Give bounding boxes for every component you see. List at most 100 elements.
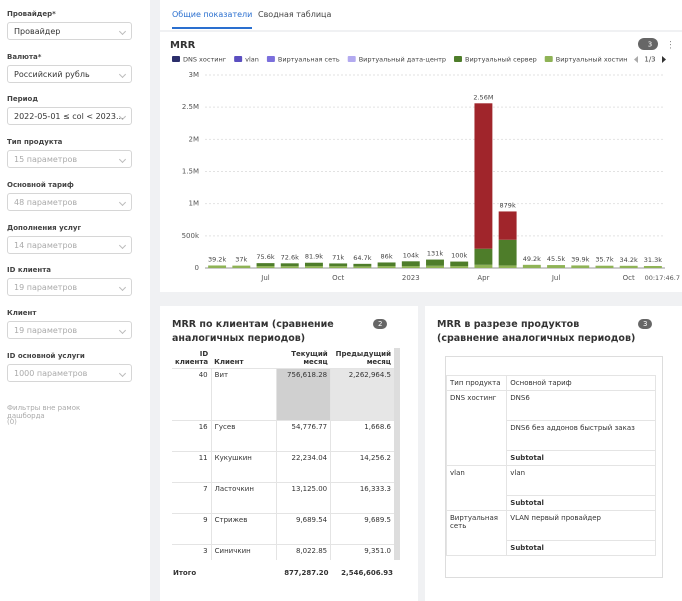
table-cell: 54,776.77 xyxy=(276,420,331,452)
filter-input[interactable]: 1000 параметров xyxy=(7,363,132,382)
table-cell: 22,234.04 xyxy=(276,451,331,483)
filter-input[interactable]: 2022-05-01 ≤ col < 2023... xyxy=(7,107,132,126)
bar-segment xyxy=(208,265,227,268)
legend-label: Виртуальный дата-центр xyxy=(359,56,446,64)
chart-title: MRR xyxy=(170,40,196,51)
menu[interactable]: ⋮ xyxy=(666,41,675,51)
table-cell: 3 xyxy=(172,544,212,560)
tab[interactable]: Сводная таблица xyxy=(258,10,332,19)
bar-total-label: 100k xyxy=(451,252,467,260)
table-cell: 9,689.5 xyxy=(330,513,394,545)
column-header[interactable]: Предыдущий месяц xyxy=(330,348,394,369)
filter-input[interactable]: Провайдер xyxy=(7,22,132,40)
badge: 3 xyxy=(648,41,652,49)
table-scroll: ID клиента Клиент Текущий месяц Предыдущий … xyxy=(172,348,400,560)
filter-label: Провайдер* xyxy=(7,10,56,18)
pivot-header-cell: Тип продукта xyxy=(446,375,508,391)
bar-total-label: 37k xyxy=(235,256,247,264)
bar-total-label: 81.9k xyxy=(305,253,323,261)
legend-swatch xyxy=(172,56,180,62)
filter-label: Клиент xyxy=(7,308,37,317)
table-row: 16 Гусев 54,776.77 1,668.6 xyxy=(172,420,394,452)
column-header[interactable]: ID клиента xyxy=(172,348,212,369)
bar-total-label: 34.2k xyxy=(620,256,638,264)
column-header[interactable]: Текущий месяц xyxy=(276,348,331,369)
pivot-item: vlan xyxy=(506,465,656,496)
sidebar: Провайдер* Провайдер Валюта* Российский руб… xyxy=(0,0,150,601)
table-cell: 756,618.28 xyxy=(276,368,331,421)
bar-segment xyxy=(426,259,444,266)
table-cell: 16 xyxy=(172,420,212,452)
bar-segment xyxy=(498,211,517,240)
table-cell: 7 xyxy=(172,482,212,514)
bar-segment xyxy=(256,263,275,267)
table-cell: 9,351.0 xyxy=(330,544,394,560)
bar-segment xyxy=(571,265,590,268)
y-tick-label: 3M xyxy=(189,71,200,79)
legend-swatch xyxy=(234,56,243,62)
pivot-group: DNS хостинг xyxy=(446,390,508,466)
bar-segment xyxy=(474,103,493,249)
y-tick-label: 2.5M xyxy=(182,103,199,111)
filter-label: ID клиента xyxy=(7,266,51,275)
table-cell: Кукушкин xyxy=(210,451,277,483)
filter-label: Валюта* xyxy=(7,52,42,61)
pivot-header: Тип продукта Основной тариф xyxy=(446,375,656,391)
table-row: 40 Вит 756,618.28 2,262,964.5 xyxy=(172,368,394,421)
legend-swatch xyxy=(266,56,275,62)
legend-page: 1/3 xyxy=(644,56,655,64)
table-cell: 16,333.3 xyxy=(330,482,394,514)
bar-segment xyxy=(474,248,493,265)
filter-label: Период xyxy=(7,95,38,104)
pivot-item: DNS6 xyxy=(506,390,656,421)
bar-total-label: 72.6k xyxy=(281,253,299,261)
pivot-subtotal: Subtotal xyxy=(506,540,656,556)
table-cell: 1,668.6 xyxy=(330,420,394,452)
table-cell: Ласточкин xyxy=(210,482,277,514)
totals-cell: 2,546,606.93 xyxy=(341,569,393,577)
bar-segment xyxy=(353,266,372,268)
products-table: Тип продукта Основной тариф DNS хостинг DNS… xyxy=(446,375,656,556)
legend-next[interactable] xyxy=(662,56,666,63)
y-tick-label: 500k xyxy=(182,232,200,240)
bar-segment xyxy=(474,264,493,268)
bar-segment xyxy=(619,265,638,268)
bar-segment xyxy=(401,266,420,268)
legend-prev[interactable] xyxy=(634,56,638,63)
badge: 2 xyxy=(373,319,388,329)
bar-total-label: 39.2k xyxy=(208,255,226,263)
clients-table: ID клиента Клиент Текущий месяц Предыдущий … xyxy=(172,348,394,560)
table-cell: Гусев xyxy=(210,420,277,452)
filter-input[interactable]: 48 параметров xyxy=(7,192,132,211)
bar-segment xyxy=(498,265,517,268)
bar-segment xyxy=(304,262,323,267)
pivot-scroll: Тип продукта Основной тариф DNS хостинг DNS… xyxy=(445,356,663,578)
pivot-subtotal: Subtotal xyxy=(506,495,656,511)
bar-segment xyxy=(498,239,517,266)
pivot-row: DNS хостинг DNS6 xyxy=(446,390,656,466)
card-title: MRR по клиентам (сравнение аналогичных п… xyxy=(172,319,334,344)
bar-total-label: 35.7k xyxy=(595,256,613,264)
filter-input[interactable]: 19 параметров xyxy=(7,278,132,297)
badge-bg xyxy=(638,38,658,50)
totals-table: Итого 877,287.20 2,546,606.93 xyxy=(172,568,394,578)
table-cell: 9,689.54 xyxy=(276,513,331,545)
column-header[interactable]: Клиент xyxy=(211,348,277,369)
bar-segment xyxy=(353,263,372,267)
pivot-row: DNS6 без аддонов быстрый заказ xyxy=(447,420,656,451)
filter-label: Тип продукта xyxy=(7,138,63,147)
x-tick-label: Jul xyxy=(260,274,270,282)
table-footer: Итого 877,287.20 2,546,606.93 xyxy=(172,568,400,578)
pivot-subtotal: Subtotal xyxy=(506,450,656,466)
bar-segment xyxy=(329,266,348,268)
y-tick-label: 2M xyxy=(189,135,200,143)
tab[interactable]: Общие показатели xyxy=(172,10,253,29)
pivot-row: vlan vlan xyxy=(446,465,656,511)
filter-input[interactable]: Российский рубль xyxy=(7,64,132,83)
legend-label: Виртуальный сервер xyxy=(465,56,537,64)
filter-input[interactable]: 15 параметров xyxy=(7,150,132,169)
products-card: MRR в разрезе продуктов (сравнение анало… xyxy=(425,306,682,601)
filter-input[interactable]: 14 параметров xyxy=(7,235,132,254)
filter-input[interactable]: 19 параметров xyxy=(7,320,132,339)
legend-swatch xyxy=(347,56,356,62)
